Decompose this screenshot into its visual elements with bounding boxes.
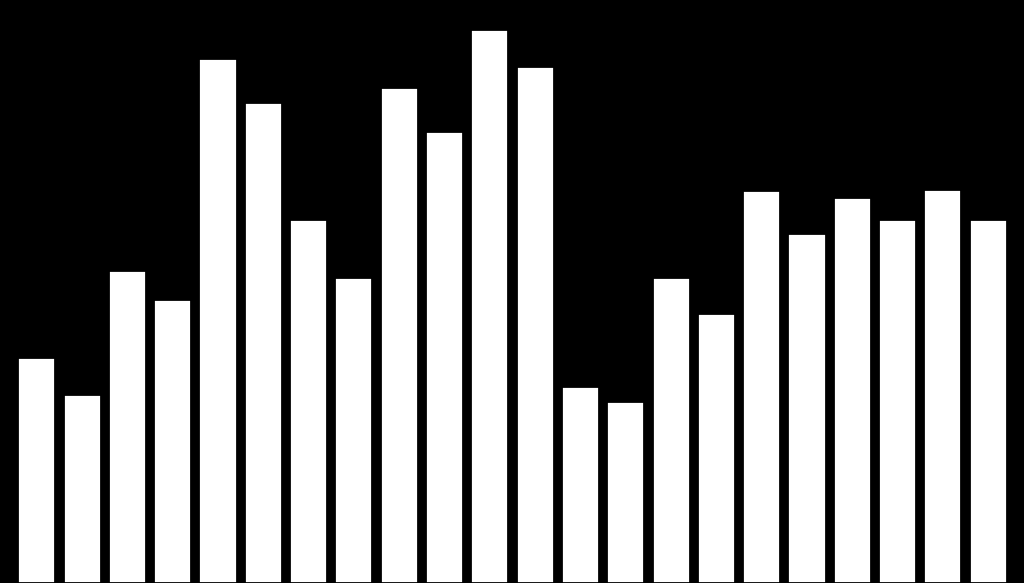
Bar	[17, 357, 55, 583]
Bar	[833, 197, 870, 583]
Bar	[425, 131, 463, 583]
Bar	[879, 219, 916, 583]
Bar	[335, 277, 373, 583]
Bar	[561, 387, 599, 583]
Bar	[742, 189, 780, 583]
Bar	[154, 299, 191, 583]
Bar	[969, 219, 1007, 583]
Bar	[787, 233, 825, 583]
Bar	[697, 314, 735, 583]
Bar	[606, 401, 644, 583]
Bar	[380, 87, 418, 583]
Bar	[62, 394, 100, 583]
Bar	[651, 277, 689, 583]
Bar	[108, 270, 145, 583]
Bar	[924, 189, 962, 583]
Bar	[470, 29, 508, 583]
Bar	[199, 58, 237, 583]
Bar	[289, 219, 327, 583]
Bar	[244, 102, 282, 583]
Bar	[516, 65, 554, 583]
